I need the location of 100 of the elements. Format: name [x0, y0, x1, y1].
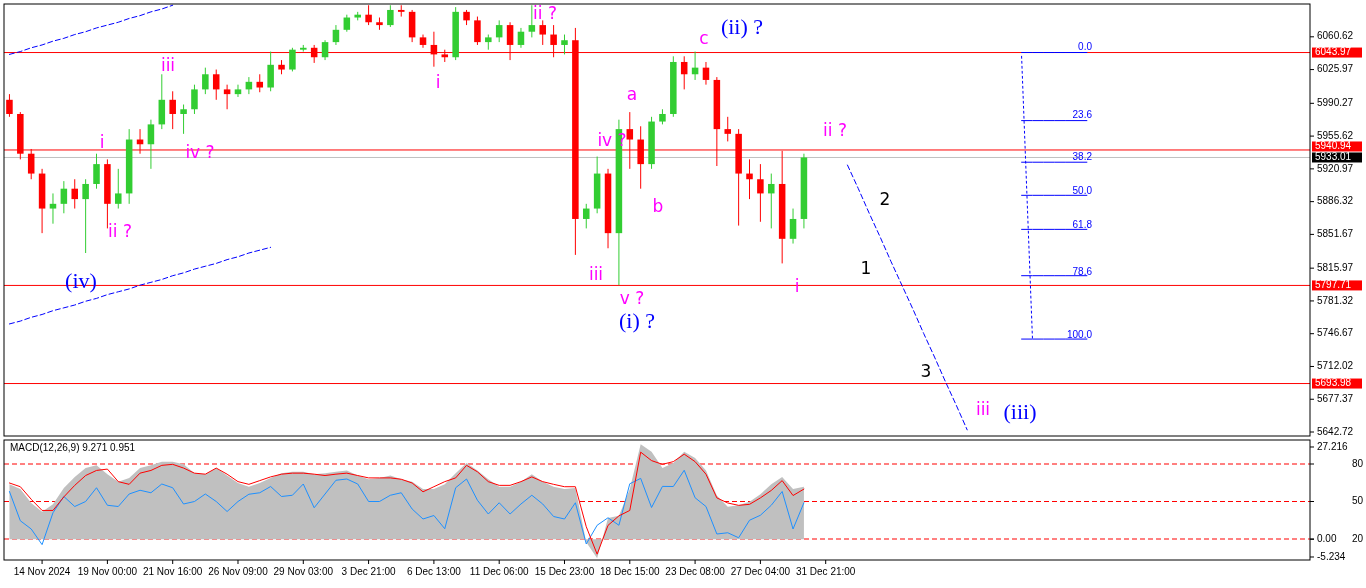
y-tick-label: 5746.67: [1317, 327, 1354, 339]
x-tick-label: 14 Nov 2024: [13, 566, 71, 577]
candlestick: [517, 27, 525, 49]
candlestick: [267, 51, 274, 92]
annotation: c: [699, 28, 709, 48]
candlestick: [397, 4, 405, 18]
candlestick: [212, 69, 220, 101]
ref-line-label: 6043.97: [1315, 46, 1352, 58]
annotation: 3: [920, 361, 932, 381]
annotation: iii: [160, 55, 176, 75]
annotation: 38.2: [1072, 151, 1093, 162]
annotation: iv ?: [185, 142, 215, 162]
annotation: v ?: [619, 288, 645, 308]
y-tick-label: 5642.72: [1317, 425, 1354, 437]
candlestick: [582, 203, 590, 229]
candlestick: [561, 34, 568, 55]
candlestick: [202, 67, 209, 95]
annotation: ii ?: [823, 120, 847, 140]
candlestick: [93, 153, 100, 190]
x-tick-label: 31 Dec 21:00: [795, 566, 856, 577]
x-tick-label: 29 Nov 03:00: [273, 566, 334, 577]
candlestick: [223, 84, 231, 110]
line-series: [8, 469, 805, 546]
annotation: b: [652, 196, 664, 216]
candlestick: [169, 90, 176, 130]
candlestick: [180, 104, 187, 135]
candlestick: [539, 19, 546, 46]
annotation: iv ?: [597, 130, 627, 150]
annotation: i: [99, 132, 105, 152]
annotation: i: [435, 72, 441, 92]
annotation: 78.6: [1072, 266, 1093, 277]
candlestick: [82, 178, 89, 254]
candlestick: [332, 24, 340, 46]
candlestick: [115, 168, 122, 210]
x-tick-label: 23 Dec 08:00: [665, 566, 726, 577]
annotation: i: [794, 276, 800, 296]
annotation: (ii) ?: [720, 14, 764, 40]
candlestick: [60, 180, 68, 214]
x-tick-label: 21 Nov 16:00: [142, 566, 203, 577]
annotation: 23.6: [1072, 109, 1093, 120]
y-tick-label: 80: [1352, 457, 1364, 469]
y-tick-label: 5781.32: [1317, 294, 1354, 306]
candlestick: [528, 4, 536, 38]
y2-tick-label: -5.234: [1317, 550, 1346, 562]
y-tick-label: 6025.97: [1317, 63, 1354, 75]
candlestick: [724, 116, 732, 142]
annotation: (iii): [1003, 399, 1037, 425]
candlestick: [789, 208, 797, 245]
annotation: 2: [879, 189, 891, 209]
ref-line-label: 5693.98: [1315, 377, 1352, 389]
candlestick: [387, 4, 394, 28]
annotation: (i) ?: [618, 308, 656, 334]
candlestick: [49, 192, 57, 225]
candlestick: [191, 84, 198, 115]
candlestick: [757, 163, 764, 223]
x-tick-label: 6 Dec 13:00: [406, 566, 462, 577]
candlestick: [147, 119, 155, 170]
y-tick-label: 5677.37: [1317, 392, 1354, 404]
annotation: 50.0: [1072, 185, 1093, 196]
annotation: iii: [588, 264, 604, 284]
candlestick: [365, 4, 372, 26]
y-tick-label: 5815.97: [1317, 261, 1354, 273]
y-tick-label: 5955.62: [1317, 129, 1354, 141]
candlestick: [702, 61, 710, 86]
ref-line-label: 5797.71: [1315, 279, 1352, 291]
y-tick-label: 6060.62: [1317, 30, 1354, 42]
annotation: 0.0: [1078, 41, 1093, 52]
candlestick: [321, 39, 329, 61]
annotation: iii: [975, 399, 991, 419]
x-tick-label: 18 Dec 15:00: [600, 566, 660, 577]
annotation: ii ?: [108, 221, 132, 241]
x-tick-label: 26 Nov 09:00: [208, 566, 269, 577]
y2-tick-label: 27.216: [1317, 440, 1349, 452]
candlestick: [768, 173, 775, 229]
y-tick-label: 5990.27: [1317, 96, 1354, 108]
ref-line-label: 5933.01: [1315, 151, 1352, 163]
y-tick-label: 20: [1352, 532, 1364, 544]
line-series: [8, 4, 174, 55]
y2-tick-label: 0.00: [1317, 532, 1337, 544]
candlestick: [234, 84, 242, 98]
annotation: 1: [860, 258, 872, 278]
x-tick-label: 19 Nov 00:00: [77, 566, 138, 577]
ref-line-label: 5940.94: [1315, 140, 1352, 152]
y-tick-label: 5851.67: [1317, 228, 1354, 240]
line-series: [8, 246, 272, 325]
candlestick: [71, 178, 79, 210]
candlestick: [746, 158, 753, 200]
candlestick: [474, 16, 481, 46]
y-tick-label: 5712.02: [1317, 360, 1354, 372]
candlestick: [289, 47, 296, 72]
annotation: 61.8: [1072, 219, 1093, 230]
y-tick-label: 5886.32: [1317, 195, 1354, 207]
x-tick-label: 15 Dec 23:00: [534, 566, 595, 577]
candlestick: [680, 55, 688, 90]
y-tick-label: 50: [1352, 495, 1364, 507]
annotation: a: [626, 84, 638, 104]
candlestick: [6, 93, 13, 118]
chart-title: MACD(12,26,9) 9.271 0.951: [10, 442, 136, 453]
y-tick-label: 5920.97: [1317, 162, 1354, 174]
line-series: [846, 164, 968, 431]
